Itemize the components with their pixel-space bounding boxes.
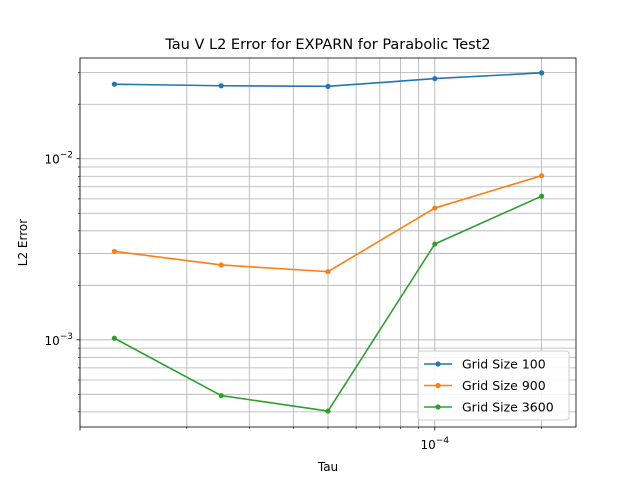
data-point: [539, 70, 545, 76]
legend-box: [417, 350, 570, 421]
data-point: [432, 241, 438, 247]
plot-series: [111, 70, 545, 414]
legend-label: Grid Size 3600: [462, 400, 554, 415]
data-point: [539, 173, 545, 179]
data-point: [111, 81, 117, 87]
data-point: [111, 335, 117, 341]
data-point: [325, 408, 331, 414]
chart-title: Tau V L2 Error for EXPARN for Parabolic …: [164, 37, 490, 53]
axis-ticks: 10−4 10−3 10−2: [44, 72, 542, 452]
legend-label: Grid Size 900: [462, 378, 546, 393]
x-axis-label: Tau: [317, 460, 338, 474]
legend-marker: [435, 404, 441, 410]
data-point: [432, 76, 438, 82]
legend-marker: [435, 382, 441, 389]
y-axis-label: L2 Error: [16, 219, 30, 266]
data-point: [539, 193, 545, 199]
data-point: [432, 205, 438, 211]
data-point: [111, 248, 117, 254]
y-tick-label: 10−2: [44, 151, 73, 167]
data-point: [325, 269, 331, 275]
legend: Grid Size 100 Grid Size 900 Grid Size 3600: [417, 350, 570, 421]
data-point: [218, 392, 224, 399]
x-tick-label: 10−4: [421, 436, 450, 452]
legend-marker: [435, 361, 441, 367]
legend-label: Grid Size 100: [462, 357, 546, 372]
data-point: [218, 262, 224, 268]
y-tick-label: 10−3: [44, 332, 73, 348]
data-point: [218, 83, 224, 89]
data-point: [325, 83, 331, 89]
